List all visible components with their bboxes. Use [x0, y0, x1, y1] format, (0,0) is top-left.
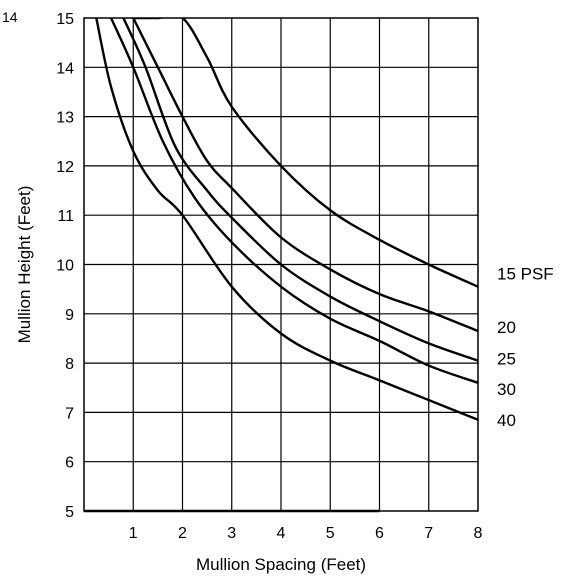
series-label: 15 PSF [497, 265, 554, 284]
series-line [95, 18, 478, 421]
curves [95, 18, 478, 421]
x-tick-label: 6 [375, 525, 384, 542]
x-tick-label: 1 [129, 525, 138, 542]
series-label: 25 [497, 350, 516, 369]
x-tick-label: 3 [227, 525, 236, 542]
series-label: 40 [497, 411, 516, 430]
x-tick-label: 8 [474, 525, 483, 542]
series-line [122, 18, 478, 362]
y-tick-label: 13 [56, 110, 74, 127]
x-tick-label: 7 [424, 525, 433, 542]
series-label: 20 [497, 318, 516, 337]
x-axis-label: Mullion Spacing (Feet) [196, 555, 366, 574]
y-tick-label: 6 [65, 455, 74, 472]
series-label: 30 [497, 380, 516, 399]
x-tick-label: 5 [326, 525, 335, 542]
x-tick-label: 4 [277, 525, 286, 542]
series-line [132, 18, 478, 333]
series-labels: 15 PSF 20 25 30 40 [497, 265, 554, 430]
corner-text: 14 [2, 9, 18, 25]
y-tick-label: 11 [57, 208, 74, 225]
y-tick-label: 7 [65, 405, 74, 422]
series-line [133, 18, 478, 288]
y-axis-label: Mullion Height (Feet) [15, 186, 34, 344]
y-tick-label: 10 [56, 258, 74, 275]
series-line [109, 18, 478, 384]
y-tick-label: 5 [65, 504, 74, 521]
x-tick-label: 2 [178, 525, 187, 542]
plot-frame [83, 17, 479, 513]
y-tick-label: 12 [56, 159, 74, 176]
y-tick-label: 15 [56, 11, 74, 28]
y-tick-label: 8 [65, 356, 74, 373]
y-tick-label: 14 [56, 60, 74, 77]
y-tick-label: 9 [65, 307, 74, 324]
